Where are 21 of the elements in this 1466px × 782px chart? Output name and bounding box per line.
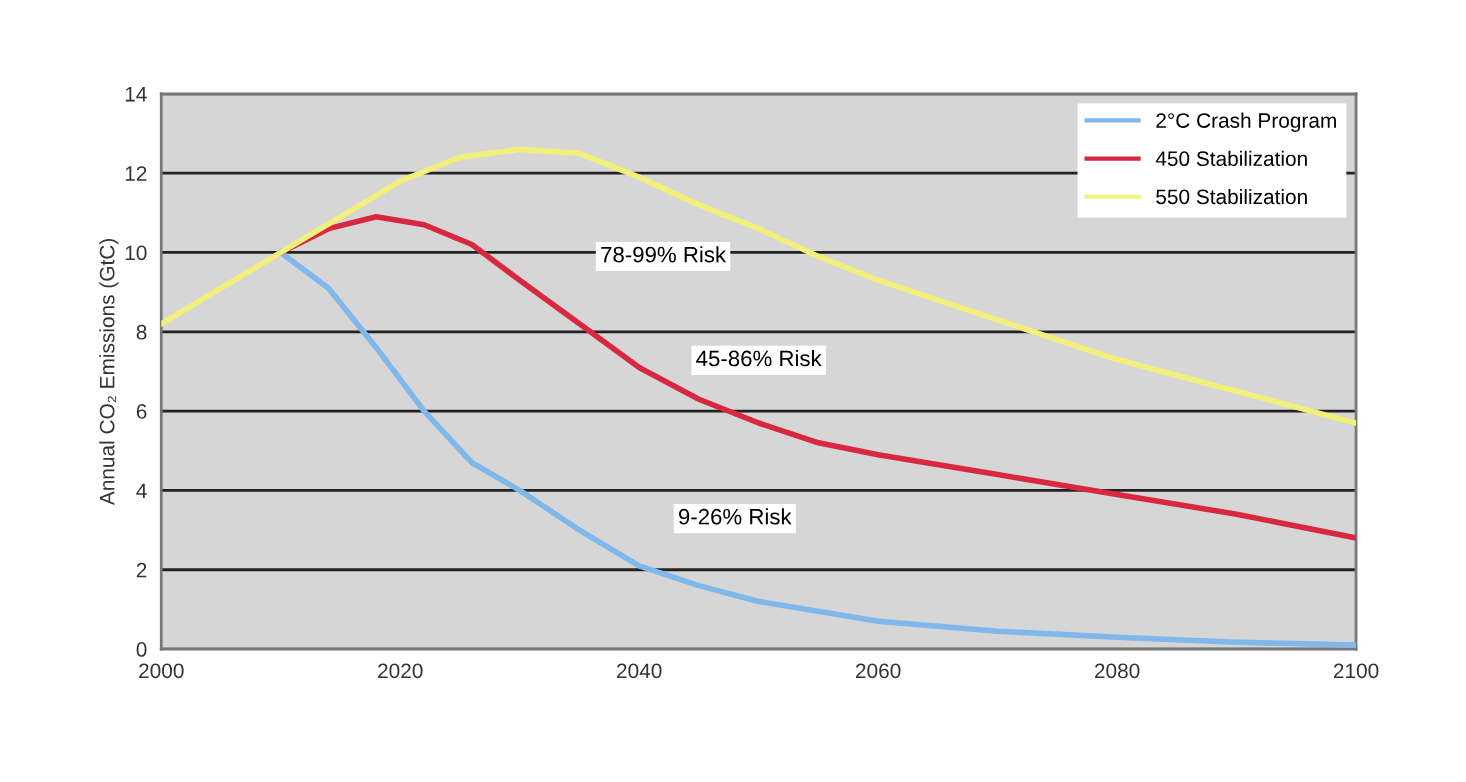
x-tick-label: 2060 bbox=[856, 663, 901, 679]
y-tick-label: 12 bbox=[125, 166, 147, 181]
annotation: 45-86% Risk bbox=[696, 349, 822, 367]
x-tick-label: 2040 bbox=[617, 663, 662, 679]
x-tick-label: 2000 bbox=[139, 663, 184, 679]
y-tick-label: 2 bbox=[136, 562, 147, 578]
y-tick-label: 0 bbox=[136, 642, 147, 657]
y-tick-label: 4 bbox=[136, 483, 147, 498]
y-tick-label: 8 bbox=[136, 324, 147, 340]
legend-label: 2°C Crash Program bbox=[1156, 112, 1336, 133]
x-tick-label: 2100 bbox=[1333, 663, 1379, 679]
x-tick-label: 2080 bbox=[1094, 663, 1140, 679]
y-tick-label: 6 bbox=[136, 404, 147, 419]
y-axis-title: Annual CO₂ Emissions (GtC) bbox=[99, 239, 119, 506]
y-tick-label: 14 bbox=[125, 87, 147, 102]
annotation: 78-99% Risk bbox=[601, 246, 727, 263]
y-tick-label: 10 bbox=[125, 245, 147, 261]
annotation: 9-26% Risk bbox=[678, 508, 792, 525]
legend-label: 450 Stabilization bbox=[1155, 150, 1307, 167]
legend-label: 550 Stabilization bbox=[1156, 188, 1307, 205]
x-tick-label: 2020 bbox=[378, 663, 423, 679]
